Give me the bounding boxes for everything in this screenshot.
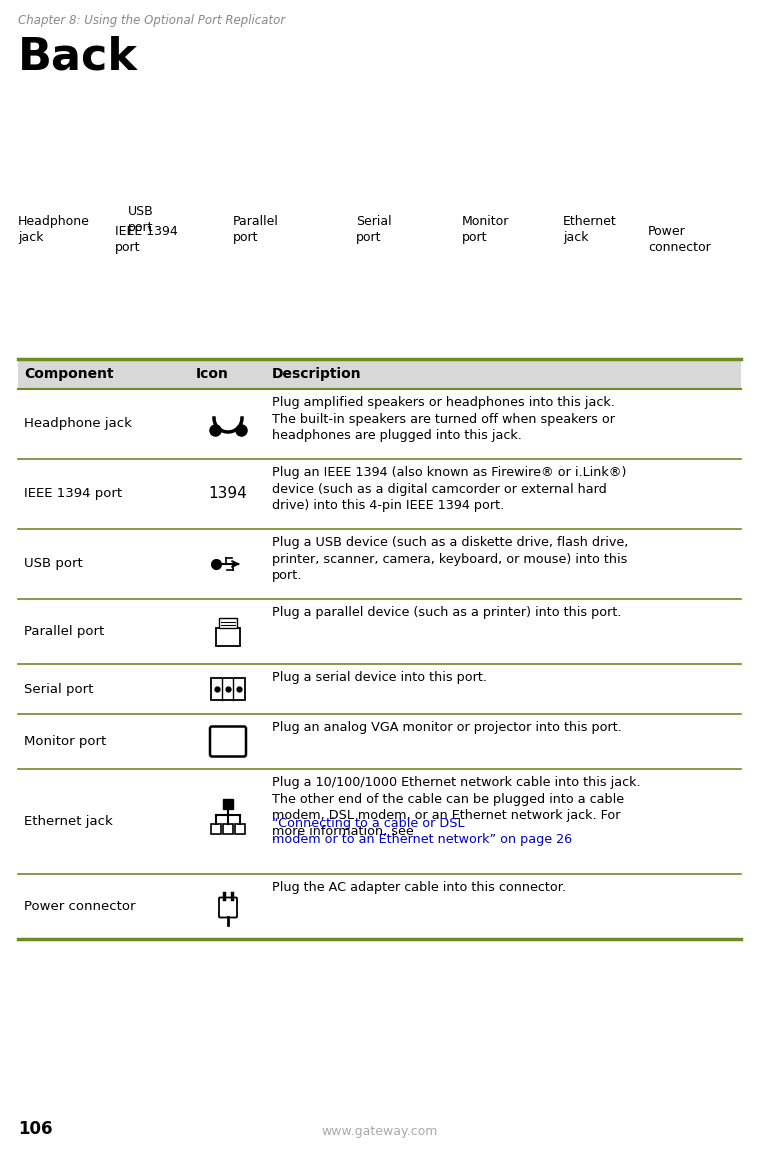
Text: Headphone jack: Headphone jack — [24, 417, 132, 430]
Text: Chapter 8: Using the Optional Port Replicator: Chapter 8: Using the Optional Port Repli… — [18, 14, 285, 27]
FancyBboxPatch shape — [235, 824, 245, 833]
Text: Plug a USB device (such as a diskette drive, flash drive,
printer, scanner, came: Plug a USB device (such as a diskette dr… — [272, 536, 628, 582]
Text: Ethernet jack: Ethernet jack — [24, 815, 113, 829]
FancyBboxPatch shape — [18, 769, 741, 874]
Text: Plug an IEEE 1394 (also known as Firewire® or i.Link®)
device (such as a digital: Plug an IEEE 1394 (also known as Firewir… — [272, 466, 626, 512]
Text: Plug an analog VGA monitor or projector into this port.: Plug an analog VGA monitor or projector … — [272, 720, 622, 734]
FancyBboxPatch shape — [18, 529, 741, 598]
FancyBboxPatch shape — [211, 824, 221, 833]
Text: Plug a 10/100/1000 Ethernet network cable into this jack.
The other end of the c: Plug a 10/100/1000 Ethernet network cabl… — [272, 776, 641, 839]
Text: Monitor port: Monitor port — [24, 736, 106, 748]
FancyBboxPatch shape — [211, 677, 245, 700]
Text: Plug amplified speakers or headphones into this jack.
The built-in speakers are : Plug amplified speakers or headphones in… — [272, 396, 615, 442]
Text: Power
connector: Power connector — [648, 225, 710, 254]
FancyBboxPatch shape — [18, 389, 741, 459]
Text: www.gateway.com: www.gateway.com — [321, 1125, 438, 1138]
FancyBboxPatch shape — [18, 874, 741, 939]
Text: .: . — [272, 830, 276, 842]
Text: Ethernet
jack: Ethernet jack — [563, 215, 617, 244]
FancyBboxPatch shape — [18, 598, 741, 664]
Text: IEEE 1394 port: IEEE 1394 port — [24, 488, 122, 501]
Text: Plug a parallel device (such as a printer) into this port.: Plug a parallel device (such as a printe… — [272, 607, 622, 619]
Text: Back: Back — [18, 36, 138, 79]
Text: IEEE 1394
port: IEEE 1394 port — [115, 225, 178, 254]
Text: “Connecting to a cable or DSL
modem or to an Ethernet network” on page 26: “Connecting to a cable or DSL modem or t… — [272, 817, 572, 846]
Text: Serial port: Serial port — [24, 682, 93, 696]
FancyBboxPatch shape — [18, 459, 741, 529]
Text: USB port: USB port — [24, 558, 83, 571]
Text: Headphone
jack: Headphone jack — [18, 215, 90, 244]
Text: Serial
port: Serial port — [356, 215, 392, 244]
FancyBboxPatch shape — [223, 824, 233, 833]
Text: Plug the AC adapter cable into this connector.: Plug the AC adapter cable into this conn… — [272, 881, 566, 894]
FancyBboxPatch shape — [219, 617, 237, 627]
Text: Parallel
port: Parallel port — [233, 215, 279, 244]
Text: Component: Component — [24, 367, 114, 381]
FancyBboxPatch shape — [219, 897, 237, 918]
FancyBboxPatch shape — [18, 664, 741, 713]
Text: Power connector: Power connector — [24, 901, 136, 913]
Text: 1394: 1394 — [209, 487, 247, 502]
Text: Icon: Icon — [196, 367, 229, 381]
Text: Plug a serial device into this port.: Plug a serial device into this port. — [272, 670, 487, 684]
Text: Monitor
port: Monitor port — [462, 215, 509, 244]
FancyBboxPatch shape — [18, 713, 741, 769]
Text: USB
port: USB port — [128, 205, 154, 234]
Text: Parallel port: Parallel port — [24, 625, 104, 638]
FancyBboxPatch shape — [210, 726, 246, 756]
FancyBboxPatch shape — [18, 359, 741, 389]
Text: Description: Description — [272, 367, 361, 381]
Text: 106: 106 — [18, 1120, 52, 1138]
FancyBboxPatch shape — [216, 627, 240, 646]
